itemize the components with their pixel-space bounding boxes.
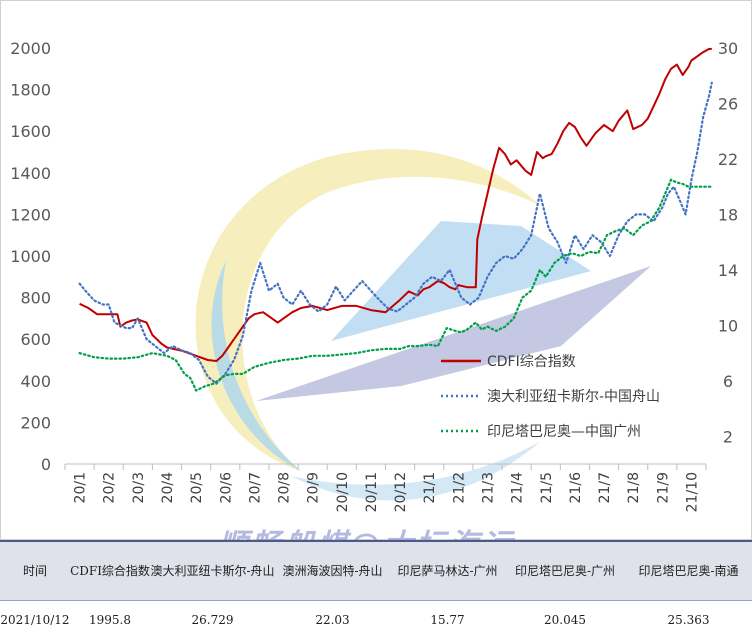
cell-time: 2021/10/12 bbox=[0, 612, 70, 627]
y-right-tick-label: 14 bbox=[718, 261, 738, 280]
cell-cdfi: 1995.8 bbox=[89, 612, 131, 627]
table-header-row: 时间 CDFI综合指数 澳大利亚纽卡斯尔-舟山 澳洲海波因特-舟山 印尼萨马林达… bbox=[0, 542, 752, 601]
axes: 0200400600800100012001400160018002000261… bbox=[10, 39, 738, 512]
x-tick-label: 20/5 bbox=[189, 472, 205, 503]
cell-samarinda-guangzhou: 15.77 bbox=[430, 612, 465, 627]
x-tick-label: 20/8 bbox=[277, 472, 293, 503]
x-tick-label: 21/2 bbox=[451, 472, 467, 503]
x-tick-label: 21/8 bbox=[626, 472, 642, 503]
y-left-tick-label: 1600 bbox=[10, 122, 51, 141]
x-tick-label: 20/10 bbox=[335, 472, 351, 512]
header-tabaneo-guangzhou: 印尼塔巴尼奥-广州 bbox=[505, 542, 625, 601]
y-left-tick-label: 2000 bbox=[10, 39, 51, 58]
chart-area: 0 200 400 600 800 1000 1200 1400 1600 1800 2000 2 6 1… bbox=[0, 0, 752, 540]
background-logo bbox=[195, 149, 651, 501]
x-tick-label: 21/7 bbox=[597, 472, 613, 503]
y-left-tick-label: 1800 bbox=[10, 81, 51, 100]
y-left-tick-label: 1400 bbox=[10, 164, 51, 183]
x-tick-label: 21/6 bbox=[568, 472, 584, 504]
y-left-tick-label: 800 bbox=[20, 289, 51, 308]
x-tick-label: 21/4 bbox=[510, 472, 526, 504]
y-right-tick-label: 30 bbox=[718, 39, 738, 58]
cell-tabaneo-guangzhou: 20.045 bbox=[544, 612, 586, 627]
x-tick-label: 20/3 bbox=[131, 472, 147, 503]
x-tick-label: 20/12 bbox=[393, 472, 409, 512]
legend-label-cdfi: CDFI综合指数 bbox=[487, 354, 576, 370]
x-tick-label: 20/4 bbox=[160, 472, 176, 504]
y-right-tick-label: 10 bbox=[718, 316, 738, 335]
y-left-tick-label: 0 bbox=[41, 455, 51, 474]
x-tick-label: 21/9 bbox=[655, 472, 671, 503]
series-line-0 bbox=[79, 47, 712, 362]
x-tick-label: 21/3 bbox=[480, 472, 496, 503]
x-tick-label: 20/2 bbox=[102, 472, 118, 503]
line-chart: 0200400600800100012001400160018002000261… bbox=[10, 39, 738, 512]
header-haypoint-zhoushan: 澳洲海波因特-舟山 bbox=[275, 542, 390, 601]
cell-haypoint-zhoushan: 22.03 bbox=[315, 612, 350, 627]
y-right-tick-label: 6 bbox=[723, 372, 733, 391]
x-tick-label: 21/10 bbox=[684, 472, 700, 512]
data-table: 时间 CDFI综合指数 澳大利亚纽卡斯尔-舟山 澳洲海波因特-舟山 印尼萨马林达… bbox=[0, 540, 752, 641]
series-line-2 bbox=[78, 178, 713, 392]
legend-label-indonesia: 印尼塔巴尼奥—中国广州 bbox=[487, 423, 641, 440]
y-left-tick-label: 200 bbox=[20, 413, 51, 432]
y-left-tick-label: 600 bbox=[20, 330, 51, 349]
x-tick-label: 20/6 bbox=[218, 472, 234, 504]
plot-lines bbox=[78, 47, 713, 392]
y-right-tick-label: 26 bbox=[718, 94, 738, 113]
cell-tabaneo-nantong: 25.363 bbox=[667, 612, 710, 627]
x-tick-label: 21/5 bbox=[539, 472, 555, 503]
header-cdfi: CDFI综合指数 bbox=[70, 542, 150, 601]
x-tick-label: 20/9 bbox=[306, 472, 322, 503]
header-tabaneo-nantong: 印尼塔巴尼奥-南通 bbox=[625, 542, 752, 601]
legend: CDFI综合指数 澳大利亚纽卡斯尔-中国舟山 印尼塔巴尼奥—中国广州 bbox=[441, 354, 660, 440]
header-newcastle-zhoushan: 澳大利亚纽卡斯尔-舟山 bbox=[150, 542, 275, 601]
y-right-tick-label: 2 bbox=[723, 427, 733, 446]
y-right-tick-label: 18 bbox=[718, 205, 738, 224]
cell-newcastle-zhoushan: 26.729 bbox=[191, 612, 234, 627]
y-left-tick-label: 1000 bbox=[10, 247, 51, 266]
x-tick-label: 20/1 bbox=[73, 472, 89, 503]
y-left-tick-label: 1200 bbox=[10, 205, 51, 224]
y-left-tick-label: 400 bbox=[20, 372, 51, 391]
x-tick-label: 21/1 bbox=[422, 472, 438, 503]
header-samarinda-guangzhou: 印尼萨马林达-广州 bbox=[390, 542, 505, 601]
legend-label-australia: 澳大利亚纽卡斯尔-中国舟山 bbox=[487, 389, 660, 405]
x-tick-label: 20/11 bbox=[364, 472, 380, 512]
header-time: 时间 bbox=[0, 542, 70, 601]
y-right-tick-label: 22 bbox=[718, 150, 738, 169]
table-row: 2021/10/12 1995.8 26.729 22.03 15.77 20.… bbox=[0, 600, 752, 639]
x-tick-label: 20/7 bbox=[247, 472, 263, 503]
series-line-1 bbox=[78, 81, 713, 385]
